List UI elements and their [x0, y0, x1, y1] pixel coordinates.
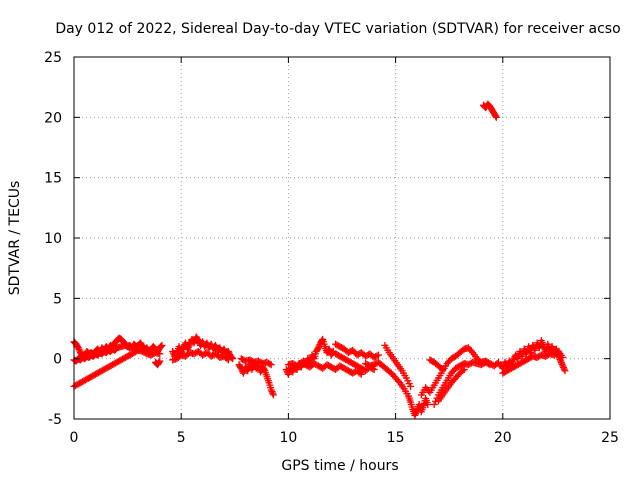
data-point: [257, 368, 265, 376]
y-tick-label: 20: [44, 110, 62, 126]
x-tick-label: 20: [494, 430, 512, 446]
data-point: [374, 351, 382, 359]
data-point: [437, 364, 445, 372]
data-point: [212, 341, 220, 349]
data-point: [267, 361, 275, 369]
y-tick-labels: -5 0 5 10 15 20 25: [44, 50, 62, 428]
data-point: [430, 401, 438, 409]
data-point: [559, 353, 567, 361]
data-point: [220, 345, 228, 353]
data-point: [199, 338, 207, 346]
data-point: [260, 366, 268, 374]
data-point: [459, 367, 467, 375]
data-point: [309, 353, 317, 361]
data-point: [510, 356, 518, 364]
data-point: [269, 389, 277, 397]
data-point: [228, 354, 236, 362]
data-point: [424, 401, 432, 409]
data-point: [557, 357, 565, 365]
chart-title: Day 012 of 2022, Sidereal Day-to-day VTE…: [55, 21, 620, 37]
y-tick-label: 15: [44, 171, 62, 187]
x-tick-label: 5: [177, 430, 186, 446]
data-point: [460, 366, 468, 374]
data-point: [357, 370, 365, 378]
data-point: [156, 343, 164, 351]
data-point: [224, 356, 232, 364]
data-point: [185, 342, 193, 350]
data-point: [186, 340, 194, 348]
y-tick-label: 25: [44, 50, 62, 66]
data-point: [155, 358, 163, 366]
data-point: [492, 112, 500, 120]
data-point: [485, 360, 493, 368]
data-point: [223, 355, 231, 363]
data-point: [561, 367, 569, 375]
x-axis-label: GPS time / hours: [281, 458, 398, 474]
data-point: [156, 350, 164, 358]
data-point: [133, 347, 141, 355]
data-point: [267, 386, 275, 394]
data-point: [266, 360, 274, 368]
data-point: [318, 337, 326, 345]
data-point: [560, 365, 568, 373]
data-point: [314, 344, 322, 352]
data-point: [557, 359, 565, 367]
data-point: [558, 360, 566, 368]
data-point: [225, 349, 233, 357]
data-point: [194, 337, 202, 345]
data-point: [169, 347, 177, 355]
data-point: [269, 391, 277, 399]
data-point: [513, 353, 521, 361]
x-tick-label: 0: [70, 430, 79, 446]
data-point: [407, 382, 415, 390]
data-point: [373, 352, 381, 360]
x-tick-label: 25: [601, 430, 619, 446]
data-points: [70, 100, 569, 419]
data-point: [224, 347, 232, 355]
data-point: [559, 362, 567, 370]
data-point: [75, 345, 83, 353]
axis-ticks: [73, 56, 611, 420]
y-axis-label: SDTVAR / TECUs: [7, 181, 23, 296]
x-tick-labels: 0 5 10 15 20 25: [70, 430, 619, 446]
data-point: [134, 346, 142, 354]
x-tick-label: 10: [279, 430, 297, 446]
data-point: [203, 339, 211, 347]
data-point: [412, 410, 420, 418]
y-tick-label: 10: [44, 231, 62, 247]
data-point: [74, 344, 82, 352]
data-point: [207, 340, 215, 348]
data-point: [411, 411, 419, 419]
data-point: [158, 341, 166, 349]
grid-lines: [74, 57, 610, 419]
data-point: [216, 344, 224, 352]
data-point: [439, 366, 447, 374]
data-point: [268, 388, 276, 396]
data-point: [560, 364, 568, 372]
data-point: [184, 345, 192, 353]
x-tick-label: 15: [387, 430, 405, 446]
data-point: [486, 361, 494, 369]
data-point: [156, 357, 164, 365]
data-point: [492, 113, 500, 121]
data-point: [305, 357, 313, 365]
data-point: [184, 343, 192, 351]
y-tick-label: -5: [48, 412, 62, 428]
data-point: [157, 342, 165, 350]
y-tick-label: 5: [53, 291, 62, 307]
data-point: [467, 347, 475, 355]
data-point: [394, 377, 402, 385]
data-point: [493, 359, 501, 367]
y-tick-label: 0: [53, 352, 62, 368]
